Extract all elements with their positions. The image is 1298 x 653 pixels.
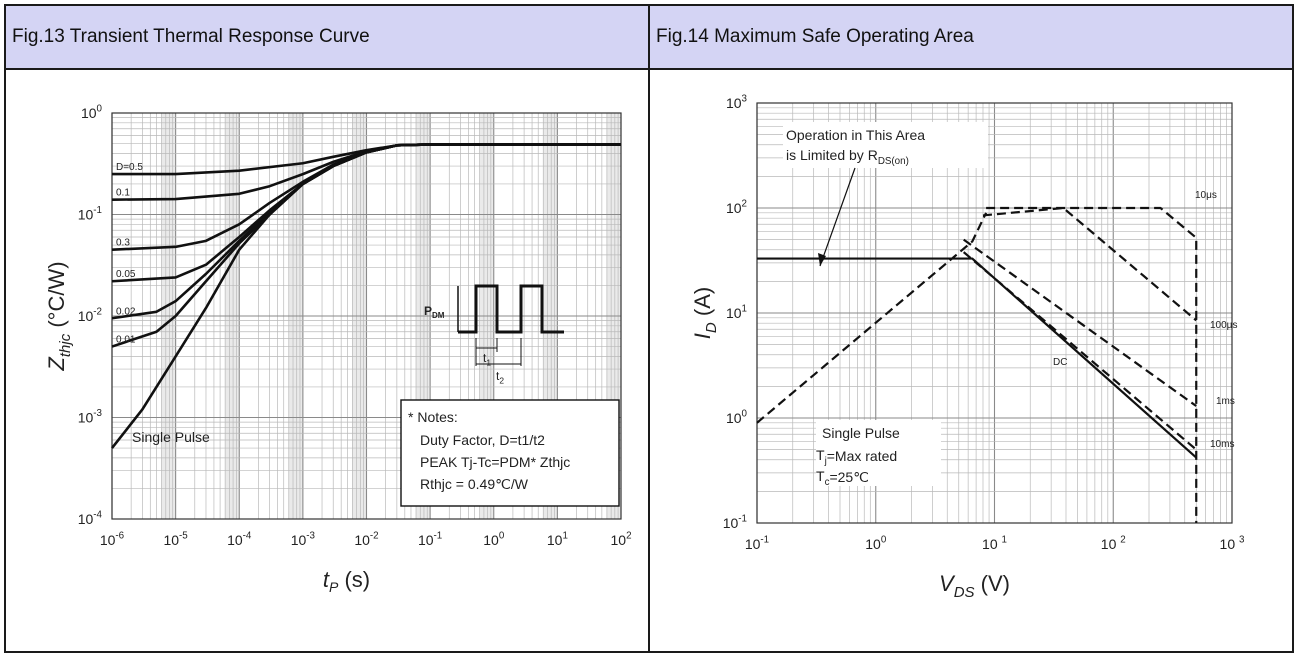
- fig13-pulse-waveform: [458, 284, 564, 334]
- fig14-limit-text-1: Operation in This Area: [786, 127, 925, 143]
- fig14-series-10-s: [986, 206, 1198, 523]
- figure-14-panel: Fig.14 Maximum Safe Operating Area 10-1 1…: [648, 4, 1294, 653]
- fig13-x-tick-label: 10-6: [100, 531, 125, 548]
- fig13-t2-label: t2: [496, 369, 504, 386]
- fig13-y-tick-label: 100: [81, 104, 103, 121]
- fig14-frame: [756, 102, 1233, 524]
- fig13-x-tick-label: 10-4: [227, 531, 252, 548]
- fig13-notes-frame: [400, 399, 620, 507]
- fig14-x-tick-label: 10-1: [745, 535, 769, 552]
- fig14-series-rds-on-limit: [756, 212, 988, 424]
- fig13-notes-box: * Notes: Duty Factor, D=t1/t2 PEAK Tj-Tc=P…: [400, 399, 620, 507]
- fig13-y-axis-title: Zthjc (°C/W): [44, 261, 74, 371]
- fig14-label-dc: DC: [1053, 357, 1067, 368]
- fig13-notes-heading: * Notes:: [408, 409, 458, 425]
- fig14-limit-arrow: [819, 167, 856, 267]
- fig14-y-tick-label: 101: [726, 304, 747, 321]
- fig14-x-tick-label: 100: [865, 535, 887, 552]
- fig13-frame: [111, 112, 622, 520]
- safe-operating-area-chart: 10-1 100 10 1 10 2 10 3 10-1 100 101 102 103 10μs 1…: [690, 94, 1245, 601]
- fig14-label-10ms: 10ms: [1210, 439, 1234, 450]
- fig13-notes-peak-formula: PEAK Tj-Tc=PDM* Zthjc: [420, 454, 570, 470]
- fig13-y-tick-label: 10-3: [78, 408, 103, 425]
- fig13-x-tick-label: 100: [483, 531, 505, 548]
- fig13-single-pulse-label: Single Pulse: [132, 429, 210, 445]
- fig14-label-1ms: 1ms: [1216, 396, 1235, 407]
- fig13-notes-rthjc: Rthjc = 0.49℃/W: [420, 476, 529, 492]
- fig13-y-tick-label: 10-1: [78, 205, 102, 222]
- fig13-x-tick-label: 10-1: [418, 531, 442, 548]
- fig13-x-tick-label: 10-5: [163, 531, 188, 548]
- fig14-annotation-backdrop: [783, 122, 988, 168]
- fig14-limit-text-2: is Limited by RDS(on): [786, 147, 909, 167]
- fig13-curve-label: 0.02: [116, 306, 136, 317]
- fig14-arrow-head: [818, 253, 826, 266]
- fig13-pdm-label: PDM: [424, 304, 445, 320]
- fig14-x-tick-label: 10 2: [1101, 535, 1126, 552]
- figure-13-title: Fig.13 Transient Thermal Response Curve: [6, 6, 648, 70]
- fig14-y-tick-label: 10-1: [723, 514, 747, 531]
- thermal-response-chart: 10-6 10-5 10-4 10-3 10-2 10-1 100 101 102 10-4 10-…: [44, 104, 632, 595]
- fig13-curve-label: 0.1: [116, 188, 130, 199]
- fig13-y-tick-label: 10-2: [78, 307, 102, 324]
- fig13-plot: 10-6 10-5 10-4 10-3 10-2 10-1 100 101 102 10-4 10-…: [44, 104, 632, 595]
- fig13-curve-label: 0.05: [116, 269, 136, 280]
- fig13-x-axis-title: tP (s): [323, 567, 370, 595]
- fig13-x-tick-label: 102: [610, 531, 631, 548]
- fig14-condition-single-pulse: Single Pulse: [822, 425, 900, 441]
- fig14-conditions-backdrop: [816, 420, 941, 486]
- fig14-y-tick-label: 100: [726, 409, 748, 426]
- fig14-condition-tc: Tc=25℃: [816, 468, 869, 488]
- fig14-label-100us: 100μs: [1210, 320, 1237, 331]
- fig14-series-dc: [757, 257, 1197, 459]
- fig13-series-single-pulse: [110, 143, 621, 449]
- fig14-label-10us: 10μs: [1195, 190, 1217, 201]
- fig14-x-tick-label: 10 1: [982, 535, 1007, 552]
- figure-14-title: Fig.14 Maximum Safe Operating Area: [650, 6, 1292, 70]
- fig13-pulse-diagram: PDM t1 t2: [424, 284, 564, 386]
- fig14-y-tick-label: 102: [726, 199, 747, 216]
- fig14-series-100-s: [982, 206, 1197, 322]
- fig13-x-tick-label: 101: [547, 531, 568, 548]
- figure-13-panel: Fig.13 Transient Thermal Response Curve …: [4, 4, 650, 653]
- fig14-y-axis-title: ID (A): [690, 287, 720, 339]
- fig13-t1-label: t1: [483, 351, 491, 368]
- fig13-curve-label: D=0.5: [116, 162, 143, 173]
- fig13-notes-duty-factor: Duty Factor, D=t1/t2: [420, 432, 545, 448]
- fig13-curve-label: 0.01: [116, 335, 136, 346]
- fig14-y-tick-label: 103: [726, 94, 748, 111]
- fig13-y-tick-label: 10-4: [78, 510, 103, 527]
- fig13-x-tick-label: 10-2: [354, 531, 378, 548]
- fig14-x-tick-label: 10 3: [1220, 535, 1245, 552]
- fig14-x-axis-title: VDS (V): [939, 571, 1010, 601]
- fig14-series-1ms: [963, 238, 1197, 407]
- fig13-x-tick-label: 10-3: [291, 531, 316, 548]
- fig14-plot: 10-1 100 10 1 10 2 10 3 10-1 100 101 102 103 10μs 1…: [690, 94, 1245, 601]
- fig14-condition-tj: Tj=Max rated: [816, 447, 897, 467]
- fig13-curve-label: 0.3: [116, 238, 130, 249]
